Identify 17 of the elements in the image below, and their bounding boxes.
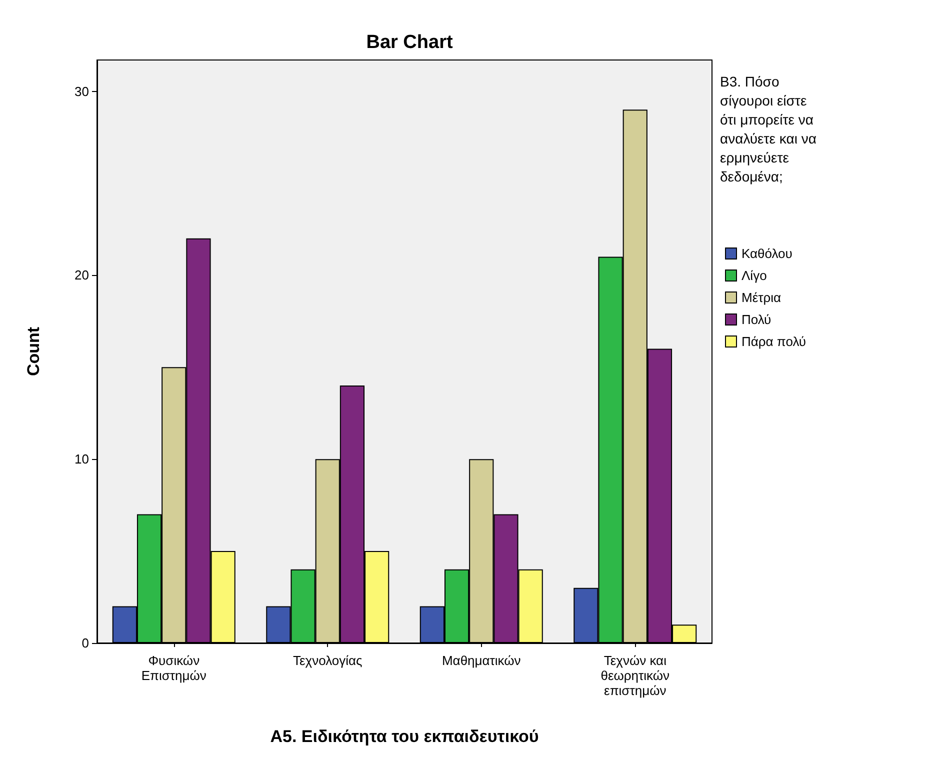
- x-tick-label: Φυσικών Επιστημών: [141, 653, 206, 683]
- x-axis-title: Α5. Ειδικότητα του εκπαιδευτικού: [270, 727, 539, 746]
- y-tick-label: 10: [74, 452, 89, 467]
- x-tick-label: Τεχνολογίας: [292, 653, 362, 668]
- legend-label: Πάρα πολύ: [742, 334, 806, 349]
- y-tick-label: 0: [82, 636, 89, 650]
- legend-title: Β3. Πόσο σίγουροι είστε ότι μπορείτε να αναλύετε και να ερμηνεύετε δεδομένα;: [720, 74, 816, 184]
- y-tick-label: 20: [74, 268, 89, 283]
- y-tick-label: 30: [74, 84, 89, 99]
- legend-label: Πολύ: [742, 312, 772, 327]
- x-tick-label: Μαθηματικών: [442, 653, 521, 668]
- x-tick-label: Τεχνών και θεωρητικών επιστημών: [600, 653, 670, 698]
- legend-label: Μέτρια: [742, 290, 782, 305]
- y-axis-title: Count: [24, 326, 43, 376]
- legend-label: Καθόλου: [742, 246, 792, 261]
- legend-label: Λίγο: [742, 268, 767, 283]
- chart-title: Bar Chart: [366, 32, 454, 53]
